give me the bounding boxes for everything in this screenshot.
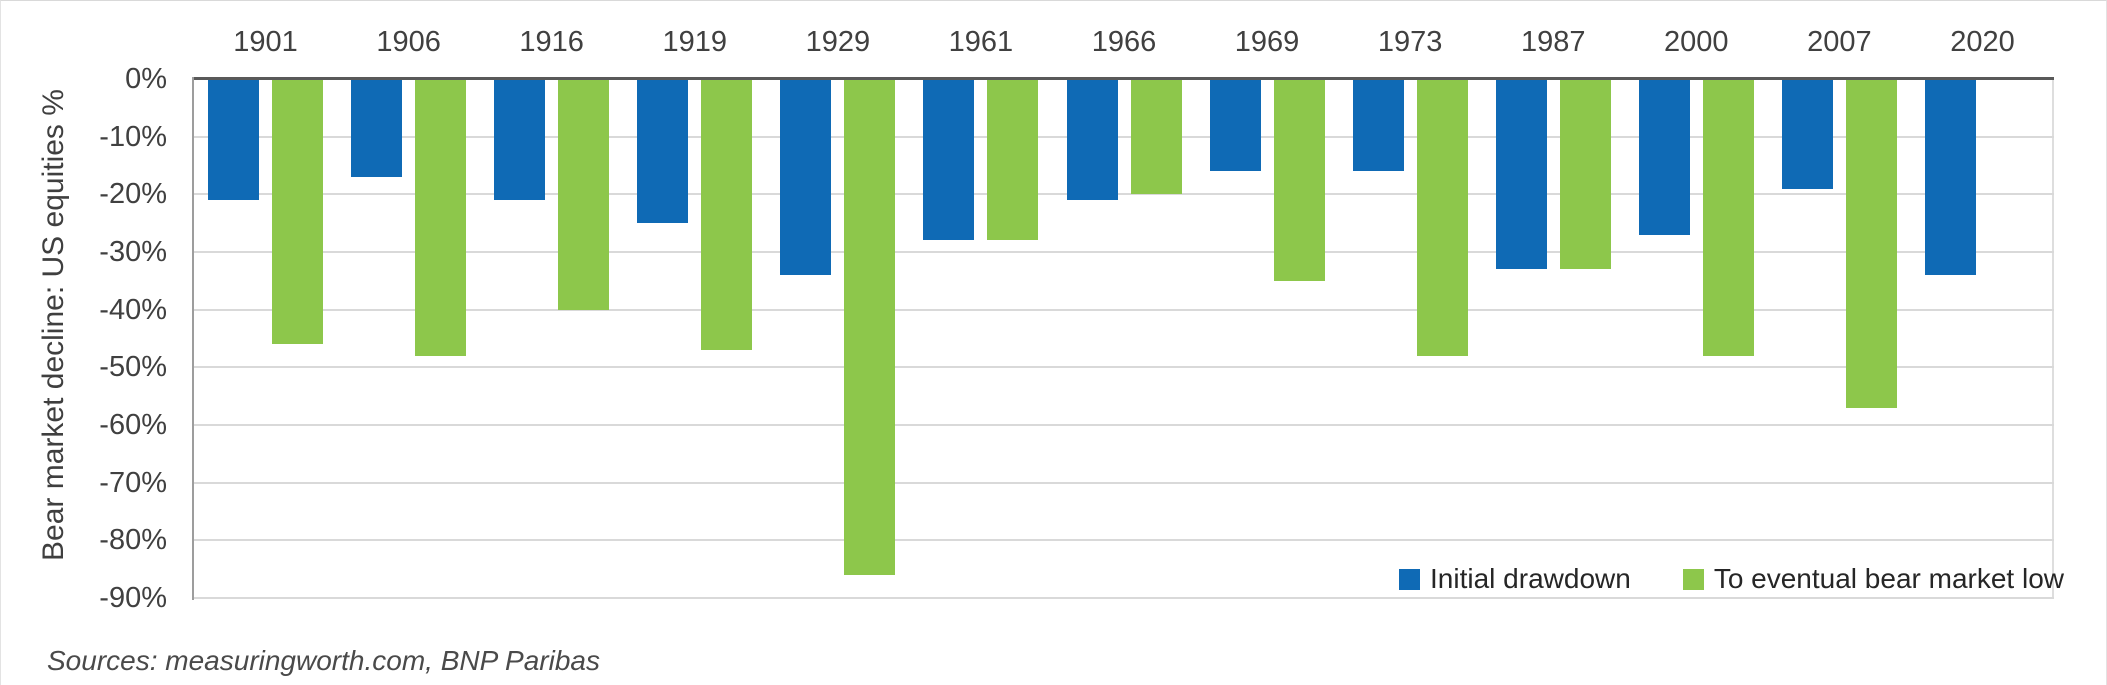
bar-initial-1901	[208, 79, 260, 201]
bar-initial-1973	[1352, 79, 1404, 172]
y-tick-label: -70%	[99, 466, 167, 499]
bar-initial-2020	[1924, 79, 1976, 276]
bar-eventual-1929	[844, 79, 896, 575]
y-tick-label: 0%	[125, 63, 167, 95]
y-tick-label: -40%	[99, 293, 167, 326]
bar-initial-1929	[780, 79, 832, 276]
x-category-label: 2007	[1807, 26, 1872, 58]
bar-eventual-1973	[1416, 79, 1468, 356]
bar-eventual-1987	[1559, 79, 1611, 270]
bar-eventual-2000	[1702, 79, 1754, 356]
bar-eventual-1961	[987, 79, 1039, 241]
bar-initial-1966	[1066, 79, 1118, 201]
x-category-label: 1966	[1091, 26, 1157, 58]
gridline	[194, 539, 2054, 542]
bar-initial-1906	[351, 79, 403, 178]
plot-area	[192, 77, 2054, 600]
bar-initial-1961	[923, 79, 975, 241]
bar-initial-1916	[494, 79, 546, 201]
bar-initial-2007	[1781, 79, 1833, 189]
bar-eventual-2007	[1845, 79, 1897, 408]
legend-swatch-icon	[1399, 568, 1421, 590]
x-category-label: 2000	[1664, 26, 1729, 58]
legend: Initial drawdown To eventual bear market …	[1399, 563, 2064, 595]
y-tick-label: -90%	[99, 582, 167, 614]
x-category-label: 1987	[1520, 26, 1586, 58]
x-category-label: 2020	[1950, 26, 2015, 58]
gridline	[194, 424, 2054, 426]
y-tick-label: -80%	[99, 524, 167, 557]
bar-eventual-1906	[415, 79, 467, 356]
gridline	[194, 251, 2054, 253]
y-tick-label: -30%	[99, 236, 167, 268]
y-axis-line	[192, 77, 194, 600]
bar-eventual-1919	[701, 79, 753, 351]
gridline	[194, 135, 2054, 138]
legend-swatch-icon	[1682, 568, 1704, 590]
plot-right-border	[2052, 79, 2054, 598]
legend-item-initial-drawdown: Initial drawdown	[1399, 563, 1631, 595]
gridline	[194, 308, 2054, 311]
y-tick-label: -60%	[99, 409, 167, 441]
sources-note: Sources: measuringworth.com, BNP Paribas	[47, 645, 600, 676]
gridline	[194, 481, 2054, 484]
x-category-label: 1973	[1377, 26, 1443, 58]
x-category-label: 1916	[519, 26, 584, 58]
gridline	[194, 366, 2054, 369]
bar-eventual-1969	[1273, 79, 1325, 281]
gridline	[194, 193, 2054, 196]
x-category-label: 1901	[233, 26, 298, 58]
bar-initial-1987	[1495, 79, 1547, 270]
bar-eventual-1901	[272, 79, 324, 345]
gridline	[194, 597, 2054, 599]
legend-label: To eventual bear market low	[1713, 563, 2064, 594]
y-tick-label: -10%	[99, 120, 167, 153]
zero-baseline	[194, 77, 2054, 80]
bar-initial-1969	[1209, 79, 1261, 172]
y-tick-label: -20%	[99, 178, 167, 211]
x-category-label: 1919	[662, 26, 727, 58]
x-category-label: 1969	[1234, 26, 1300, 58]
bar-eventual-1916	[558, 79, 610, 310]
bar-initial-1919	[637, 79, 689, 224]
legend-label: Initial drawdown	[1430, 563, 1631, 594]
x-category-label: 1961	[948, 26, 1014, 58]
y-tick-label: -50%	[99, 351, 167, 384]
x-category-label: 1929	[805, 26, 871, 58]
legend-item-eventual-low: To eventual bear market low	[1682, 563, 2064, 595]
x-category-label: 1906	[376, 26, 441, 58]
bar-initial-2000	[1638, 79, 1690, 235]
bar-eventual-1966	[1130, 79, 1182, 195]
